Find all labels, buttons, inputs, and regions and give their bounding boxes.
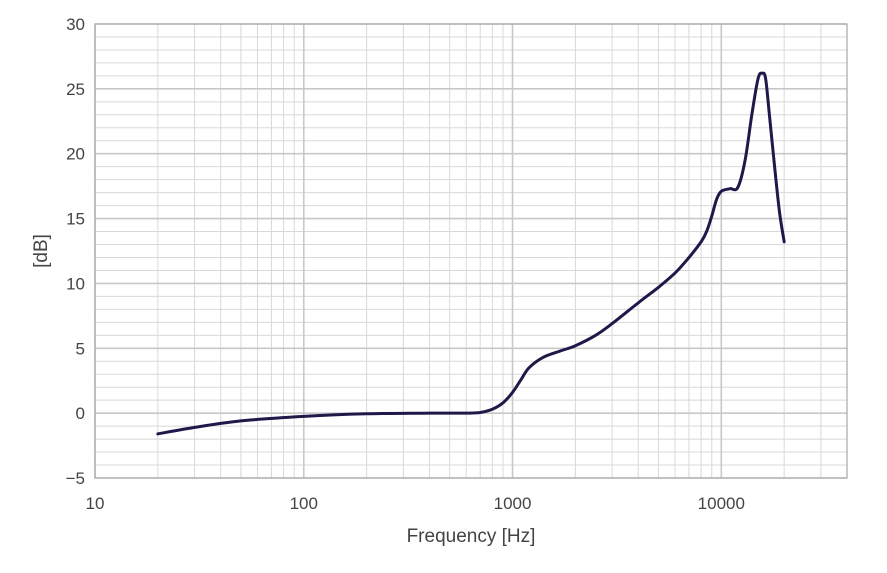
series-line [156, 71, 786, 436]
y-tick-label: 20 [66, 145, 85, 164]
y-tick-label: 5 [76, 339, 85, 358]
x-tick-label: 1000 [494, 494, 532, 513]
x-tick-label: 100 [290, 494, 318, 513]
y-axis-title: [dB] [31, 234, 52, 268]
y-tick-labels: −5 0 5 10 15 20 25 30 [66, 15, 85, 488]
x-tick-label: 10 [86, 494, 105, 513]
x-tick-label: 10000 [698, 494, 745, 513]
major-vertical-gridlines [94, 24, 723, 478]
y-tick-label: 10 [66, 274, 85, 293]
major-horizontal-gridlines [95, 23, 847, 479]
y-tick-label: 30 [66, 15, 85, 34]
y-tick-label: 15 [66, 210, 85, 229]
y-tick-label: 25 [66, 80, 85, 99]
minor-vertical-gridlines [157, 24, 848, 478]
minor-horizontal-gridlines [95, 36, 847, 466]
x-tick-labels: 10 100 1000 10000 [86, 494, 745, 513]
y-tick-label: 0 [76, 404, 85, 423]
y-tick-label: −5 [66, 469, 85, 488]
plot-frame [94, 23, 848, 479]
x-axis-title: Frequency [Hz] [407, 526, 536, 547]
